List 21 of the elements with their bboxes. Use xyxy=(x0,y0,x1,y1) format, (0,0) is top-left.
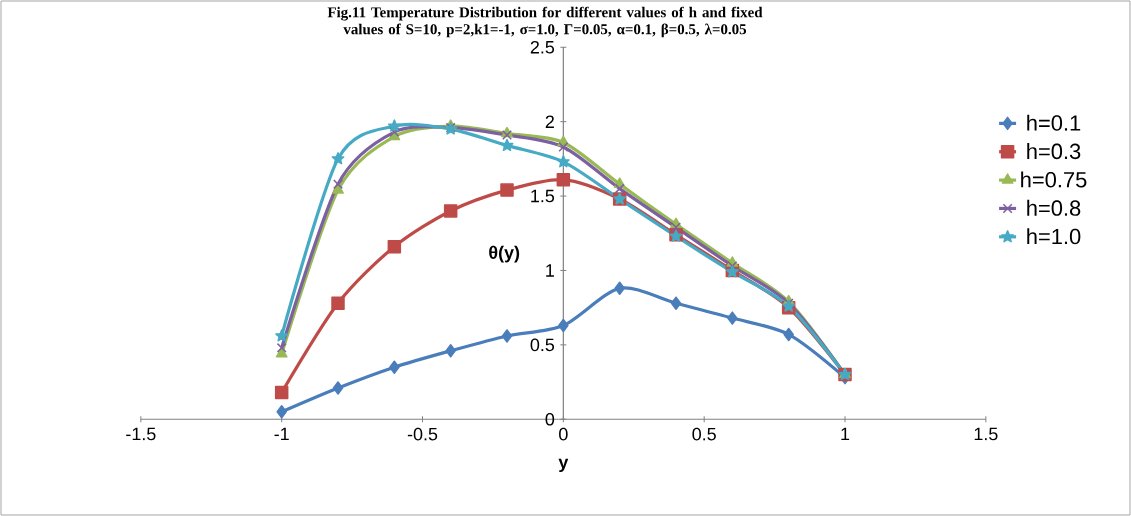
chart-title: Fig.11 Temperature Distribution for different values of h and fixed values of S=10, p=2,k1=-1, σ=1.0, Γ=0.05, α=0.1, β=0.5, λ=0.05 xyxy=(327,6,763,38)
legend-label: h=1.0 xyxy=(1027,228,1081,245)
legend-label: h=0.8 xyxy=(1027,199,1081,216)
x-tick-label: 0 xyxy=(559,427,568,441)
x-tick-label: -0.5 xyxy=(407,427,438,441)
x-axis-title: y xyxy=(558,458,569,472)
y-tick-label: 2.5 xyxy=(530,40,555,54)
y-tick-label: 1.5 xyxy=(531,189,555,203)
legend-label: h=0.1 xyxy=(1027,114,1081,131)
x-tick-label: 1 xyxy=(841,427,850,441)
legend-label: h=0.3 xyxy=(1027,143,1081,160)
x-tick-label: -1 xyxy=(274,427,289,441)
y-tick-label: 2 xyxy=(545,115,554,128)
x-tick-label: 1.5 xyxy=(974,427,998,441)
x-tick-label: 0.5 xyxy=(692,427,716,441)
y-tick-label: 1 xyxy=(546,264,554,277)
y-tick-label: 0 xyxy=(545,412,555,426)
y-tick-label: 0.5 xyxy=(530,338,555,352)
legend-label: h=0.75 xyxy=(1021,171,1087,188)
y-axis-title: θ(y) xyxy=(489,245,520,263)
x-tick-label: -1.5 xyxy=(126,427,156,441)
